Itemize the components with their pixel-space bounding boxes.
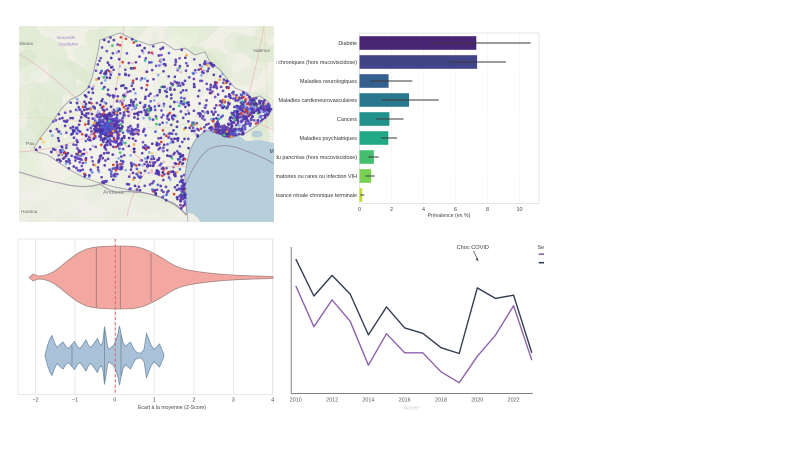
svg-text:Maladies inflammatoires ou rar: Maladies inflammatoires ou rares ou infe… (276, 174, 357, 180)
svg-text:Bordeaux: Bordeaux (19, 41, 34, 47)
svg-text:6: 6 (454, 207, 457, 213)
svg-text:0: 0 (113, 398, 116, 404)
svg-text:Aquitaine: Aquitaine (57, 42, 78, 48)
svg-text:Maladies du foie ou du pancréa: Maladies du foie ou du pancréas (hors mu… (276, 155, 357, 161)
svg-text:2012: 2012 (326, 398, 338, 404)
svg-text:Écart à la moyenne (Z-Score): Écart à la moyenne (Z-Score) (138, 404, 206, 411)
svg-text:Andorra: Andorra (103, 190, 124, 196)
svg-text:2010: 2010 (290, 398, 302, 404)
svg-text:Année: Année (404, 406, 420, 412)
svg-text:2020: 2020 (471, 398, 483, 404)
svg-text:3: 3 (232, 398, 235, 404)
svg-text:0: 0 (358, 207, 361, 213)
svg-text:Insuffisance rénale chronique: Insuffisance rénale chronique terminale (276, 193, 357, 199)
svg-text:Choc COVID: Choc COVID (457, 245, 489, 251)
svg-text:Huesca: Huesca (21, 209, 38, 215)
svg-text:2022: 2022 (508, 398, 520, 404)
svg-text:2014: 2014 (362, 398, 374, 404)
svg-text:10: 10 (517, 207, 523, 213)
svg-text:2016: 2016 (399, 398, 411, 404)
svg-text:4: 4 (271, 398, 274, 404)
svg-text:Maladies psychiatriques: Maladies psychiatriques (299, 136, 357, 142)
svg-text:Avignon: Avignon (249, 102, 267, 108)
svg-text:Nouvelle: Nouvelle (57, 35, 76, 41)
svg-text:Sexe: Sexe (538, 245, 546, 251)
svg-text:Marseille: Marseille (270, 149, 275, 155)
svg-text:Pau: Pau (26, 141, 35, 147)
svg-text:8: 8 (486, 207, 489, 213)
svg-text:Maladies neurologiques: Maladies neurologiques (300, 79, 357, 85)
svg-text:1: 1 (153, 398, 156, 404)
svg-text:Maladies respiratoires chroniq: Maladies respiratoires chroniques (hors … (276, 60, 357, 66)
svg-text:2: 2 (390, 207, 393, 213)
svg-text:−2: −2 (33, 398, 39, 404)
svg-text:Valence: Valence (253, 48, 270, 54)
svg-text:Maladies cardioneurovasculaire: Maladies cardioneurovasculaires (278, 98, 357, 104)
svg-text:Cancers: Cancers (337, 117, 357, 123)
svg-text:2018: 2018 (435, 398, 447, 404)
svg-text:−1: −1 (72, 398, 78, 404)
svg-text:Diabète: Diabète (338, 41, 357, 47)
svg-text:4: 4 (422, 207, 425, 213)
svg-text:2: 2 (192, 398, 195, 404)
svg-text:Prévalence (en %): Prévalence (en %) (428, 213, 471, 219)
